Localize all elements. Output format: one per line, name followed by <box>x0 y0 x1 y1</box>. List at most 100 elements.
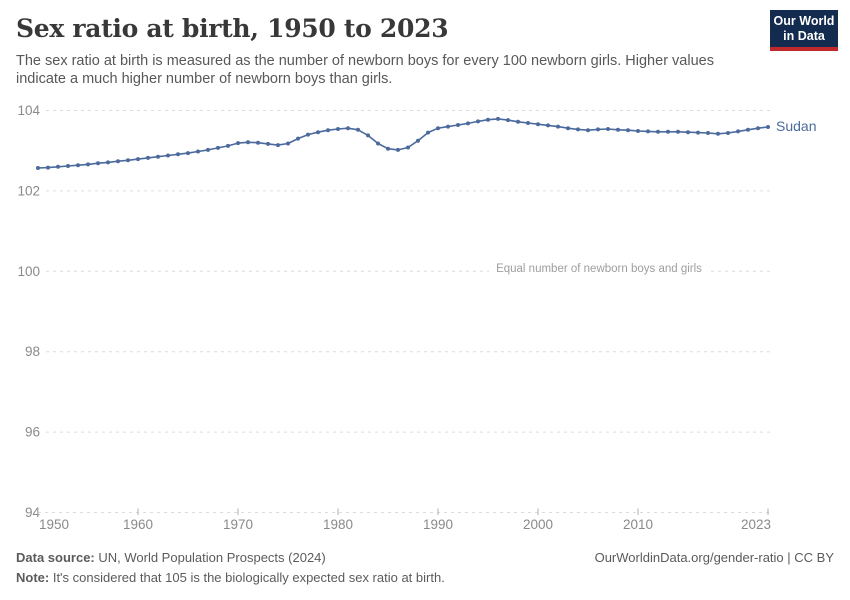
data-point <box>686 130 690 135</box>
data-point <box>236 141 240 146</box>
data-point <box>106 160 110 165</box>
data-point <box>246 140 250 145</box>
data-point <box>516 119 520 124</box>
data-point <box>696 130 700 135</box>
entity-label-sudan[interactable]: Sudan <box>776 117 817 134</box>
data-point <box>186 151 190 156</box>
data-point <box>166 153 170 158</box>
data-point <box>226 143 230 148</box>
data-point <box>636 129 640 133</box>
data-point <box>76 163 80 168</box>
data-point <box>326 128 330 133</box>
data-point <box>396 147 400 152</box>
x-tick-label: 1950 <box>39 517 69 532</box>
data-point <box>766 125 770 129</box>
x-tick-label: 1960 <box>123 517 153 532</box>
data-point <box>446 124 450 129</box>
data-point <box>506 118 510 123</box>
data-point <box>126 158 130 163</box>
data-source-line: Data source: UN, World Population Prospe… <box>16 548 326 568</box>
y-tick-label: 104 <box>17 103 40 118</box>
data-point <box>386 146 390 151</box>
data-point <box>726 131 730 135</box>
data-point <box>296 136 300 141</box>
data-point <box>626 128 630 133</box>
data-point <box>306 132 310 137</box>
data-point <box>466 121 470 126</box>
data-point <box>266 141 270 146</box>
data-point <box>276 143 280 148</box>
page-title: Sex ratio at birth, 1950 to 2023 <box>16 14 449 43</box>
data-point <box>36 166 40 170</box>
data-point <box>136 157 140 162</box>
data-point <box>756 126 760 131</box>
owid-logo[interactable]: Our World in Data <box>770 10 838 51</box>
data-point <box>656 129 660 134</box>
chart-footer: Data source: UN, World Population Prospe… <box>16 548 834 588</box>
data-point <box>736 129 740 134</box>
x-tick-label: 2010 <box>623 517 653 532</box>
data-point <box>526 121 530 125</box>
y-tick-label: 102 <box>17 183 40 198</box>
owid-link[interactable]: OurWorldinData.org/gender-ratio | CC BY <box>594 550 834 565</box>
data-point <box>346 126 350 131</box>
data-point <box>366 133 370 138</box>
data-point <box>456 123 460 127</box>
page-subtitle: The sex ratio at birth is measured as th… <box>16 53 714 88</box>
data-point <box>196 149 200 154</box>
x-tick-label: 1970 <box>223 517 253 532</box>
data-point <box>286 141 290 146</box>
note-line: Note: It's considered that 105 is the bi… <box>16 570 445 585</box>
data-point <box>646 129 650 134</box>
data-point <box>376 141 380 146</box>
owid-logo-line1: Our World <box>773 14 835 28</box>
x-tick-label: 2000 <box>523 517 553 532</box>
y-tick-label: 100 <box>17 264 40 279</box>
note-label: Note: <box>16 570 50 586</box>
data-point <box>86 162 90 167</box>
data-point <box>616 127 620 132</box>
x-tick-label: 1980 <box>323 517 353 532</box>
data-point <box>666 129 670 134</box>
owid-logo-line2: in Data <box>783 29 825 43</box>
data-point <box>316 130 320 135</box>
data-point <box>406 145 410 150</box>
equal-ratio-annotation: Equal number of newborn boys and girls <box>489 263 709 276</box>
data-point <box>566 126 570 131</box>
data-line <box>37 118 769 169</box>
y-tick-label: 98 <box>25 344 40 359</box>
data-point <box>416 138 420 143</box>
y-tick-label: 96 <box>25 425 40 440</box>
data-point <box>256 140 260 145</box>
data-source-text: UN, World Population Prospects (2024) <box>94 550 326 565</box>
data-point <box>676 129 680 134</box>
data-point <box>116 159 120 164</box>
data-point <box>96 161 100 166</box>
data-point <box>496 116 500 121</box>
data-point <box>556 124 560 129</box>
y-tick-label: 94 <box>25 505 41 520</box>
data-point <box>716 131 720 136</box>
data-point <box>436 126 440 131</box>
data-point <box>586 128 590 133</box>
data-point <box>56 164 60 169</box>
data-point <box>476 119 480 124</box>
data-point <box>66 164 70 168</box>
data-point <box>576 127 580 132</box>
data-point <box>176 152 180 157</box>
data-point <box>336 127 340 131</box>
data-point <box>216 145 220 150</box>
data-source-label: Data source: <box>16 550 95 565</box>
data-point <box>606 127 610 131</box>
note-text: It's considered that 105 is the biologic… <box>49 570 445 586</box>
data-point <box>546 123 550 128</box>
data-point <box>426 130 430 135</box>
data-point <box>746 127 750 132</box>
x-tick-label: 2023 <box>741 517 771 532</box>
data-point <box>206 147 210 152</box>
x-tick-label: 1990 <box>423 517 453 532</box>
data-point <box>146 155 150 160</box>
data-point <box>46 165 50 170</box>
data-point <box>356 127 360 132</box>
